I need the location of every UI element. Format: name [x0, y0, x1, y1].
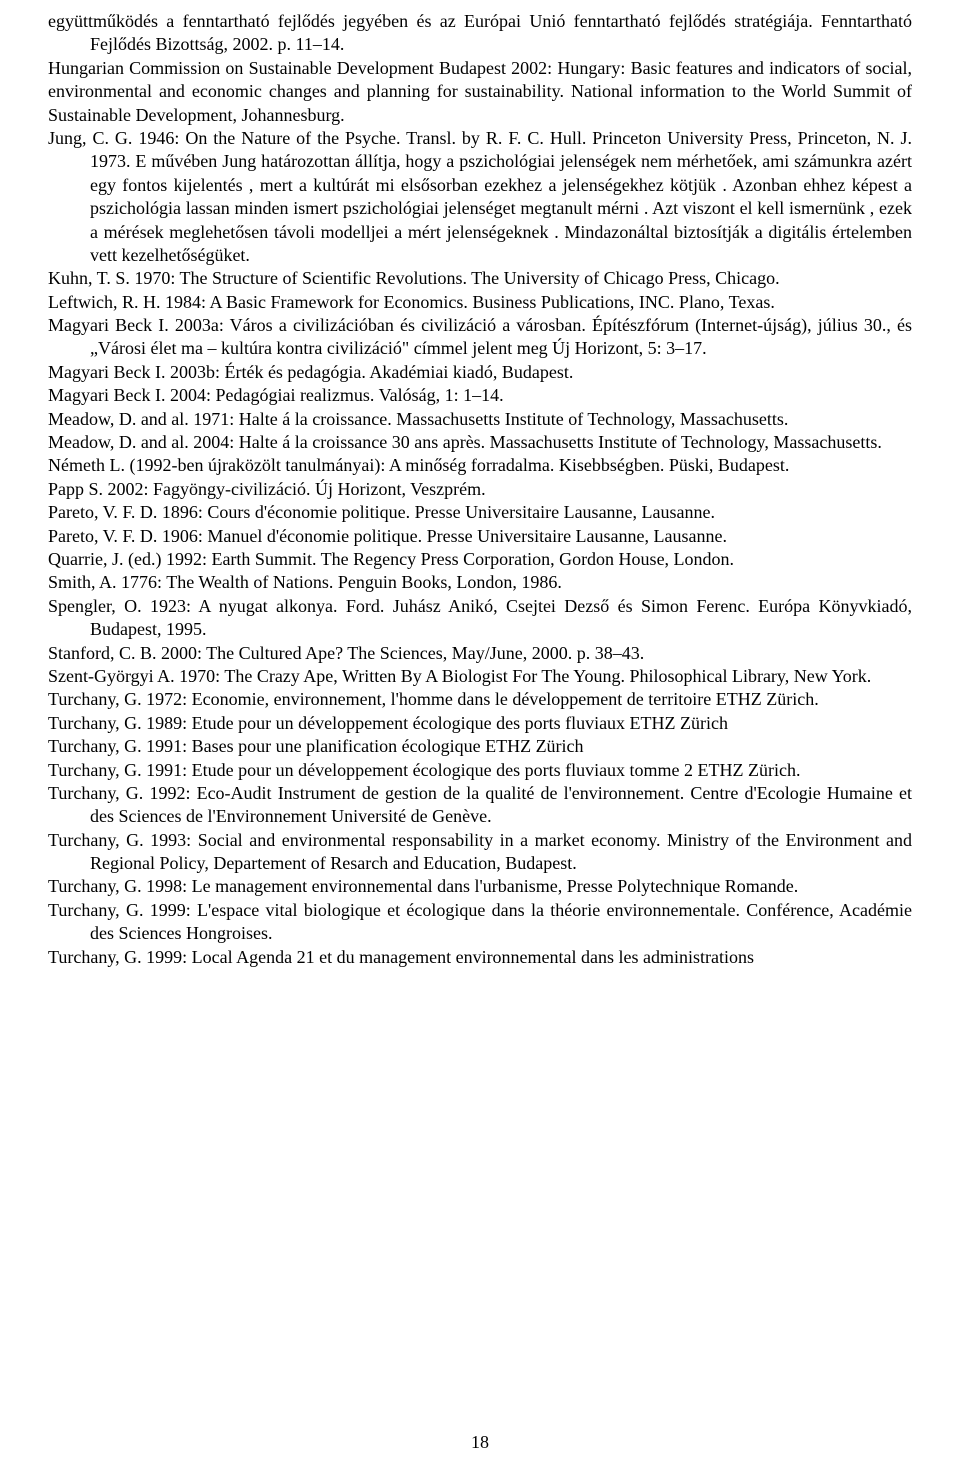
bibliography-entry: Hungarian Commission on Sustainable Deve…: [48, 57, 912, 127]
bibliography-entry: Magyari Beck I. 2003b: Érték és pedagógi…: [48, 361, 912, 384]
bibliography-entry: Turchany, G. 1991: Etude pour un dévelop…: [48, 759, 912, 782]
bibliography-entry: Turchany, G. 1992: Eco-Audit Instrument …: [48, 782, 912, 829]
bibliography-entry: Smith, A. 1776: The Wealth of Nations. P…: [48, 571, 912, 594]
bibliography-entry: együttműködés a fenntartható fejlődés je…: [48, 10, 912, 57]
bibliography-entry: Leftwich, R. H. 1984: A Basic Framework …: [48, 291, 912, 314]
bibliography-entry: Németh L. (1992-ben újraközölt tanulmány…: [48, 454, 912, 477]
document-page: együttműködés a fenntartható fejlődés je…: [0, 0, 960, 1470]
bibliography-entry: Turchany, G. 1998: Le management environ…: [48, 875, 912, 898]
bibliography-entry: Turchany, G. 1972: Economie, environneme…: [48, 688, 912, 711]
bibliography-entry: Papp S. 2002: Fagyöngy-civilizáció. Új H…: [48, 478, 912, 501]
bibliography-entry: Pareto, V. F. D. 1906: Manuel d'économie…: [48, 525, 912, 548]
bibliography-list: együttműködés a fenntartható fejlődés je…: [48, 10, 912, 969]
bibliography-entry: Szent-Györgyi A. 1970: The Crazy Ape, Wr…: [48, 665, 912, 688]
page-number: 18: [0, 1431, 960, 1454]
bibliography-entry: Pareto, V. F. D. 1896: Cours d'économie …: [48, 501, 912, 524]
bibliography-entry: Kuhn, T. S. 1970: The Structure of Scien…: [48, 267, 912, 290]
bibliography-entry: Turchany, G. 1999: Local Agenda 21 et du…: [48, 946, 912, 969]
bibliography-entry: Meadow, D. and al. 1971: Halte á la croi…: [48, 408, 912, 431]
bibliography-entry: Turchany, G. 1989: Etude pour un dévelop…: [48, 712, 912, 735]
bibliography-entry: Magyari Beck I. 2004: Pedagógiai realizm…: [48, 384, 912, 407]
bibliography-entry: Quarrie, J. (ed.) 1992: Earth Summit. Th…: [48, 548, 912, 571]
bibliography-entry: Magyari Beck I. 2003a: Város a civilizác…: [48, 314, 912, 361]
bibliography-entry: Turchany, G. 1999: L'espace vital biolog…: [48, 899, 912, 946]
bibliography-entry: Meadow, D. and al. 2004: Halte á la croi…: [48, 431, 912, 454]
bibliography-entry: Jung, C. G. 1946: On the Nature of the P…: [48, 127, 912, 267]
bibliography-entry: Turchany, G. 1991: Bases pour une planif…: [48, 735, 912, 758]
bibliography-entry: Stanford, C. B. 2000: The Cultured Ape? …: [48, 642, 912, 665]
bibliography-entry: Spengler, O. 1923: A nyugat alkonya. For…: [48, 595, 912, 642]
bibliography-entry: Turchany, G. 1993: Social and environmen…: [48, 829, 912, 876]
